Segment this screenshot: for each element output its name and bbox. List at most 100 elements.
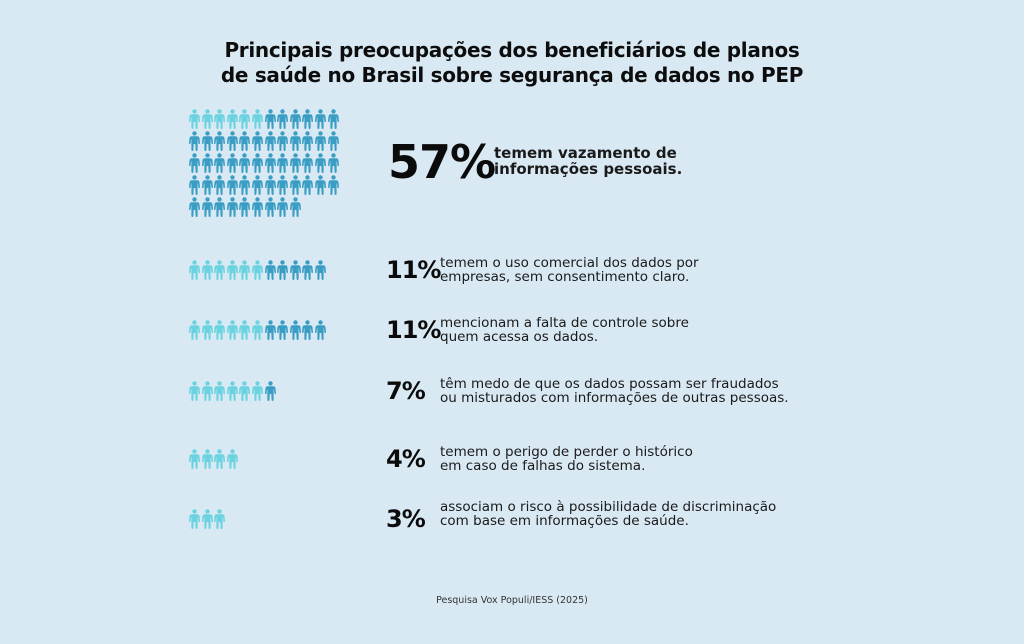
person-icon: [302, 131, 314, 151]
person-icon: [315, 320, 326, 340]
person-icon: [201, 381, 213, 401]
person-icon: [264, 153, 276, 173]
person-icon: [214, 153, 226, 173]
person-icon: [302, 153, 314, 173]
person-icon: [239, 320, 251, 340]
person-icon: [214, 131, 226, 151]
person-icon: [226, 153, 238, 173]
percent-label: 11%: [386, 316, 441, 344]
description-line: empresas, sem consentimento claro.: [440, 269, 690, 285]
person-icon: [239, 175, 251, 195]
person-icon: [214, 109, 226, 129]
person-icon: [201, 260, 213, 280]
person-icon: [189, 260, 200, 280]
person-icon: [289, 153, 301, 173]
person-icon: [214, 381, 226, 401]
percent-label: 57%: [388, 135, 496, 189]
person-icon: [201, 153, 213, 173]
person-icon: [239, 381, 251, 401]
person-icon: [289, 320, 301, 340]
person-icon: [252, 197, 263, 217]
person-icon: [214, 260, 226, 280]
person-icon: [201, 197, 213, 217]
person-icon: [327, 109, 339, 129]
person-icon: [277, 175, 289, 195]
person-icon: [226, 320, 238, 340]
person-icon: [201, 449, 213, 469]
person-icon: [264, 260, 276, 280]
description-line: associam o risco à possibilidade de disc…: [440, 499, 777, 515]
person-icon: [302, 175, 314, 195]
description-line: ou misturados com informações de outras …: [440, 390, 789, 406]
person-icon: [252, 381, 263, 401]
chart-title-line-1: Principais preocupações dos beneficiário…: [224, 38, 800, 62]
person-icon: [252, 260, 263, 280]
person-icon: [289, 260, 301, 280]
person-icon: [264, 320, 276, 340]
chart-title-line-2: de saúde no Brasil sobre segurança de da…: [220, 63, 804, 87]
person-icon: [252, 320, 263, 340]
person-icon: [289, 197, 301, 217]
source-note: Pesquisa Vox Populi/IESS (2025): [436, 595, 588, 606]
person-icon: [264, 381, 276, 401]
person-icon: [302, 320, 314, 340]
person-icon: [327, 175, 339, 195]
person-icon: [277, 153, 289, 173]
person-icon: [289, 131, 301, 151]
person-icon: [264, 175, 276, 195]
description-line: com base em informações de saúde.: [440, 513, 689, 529]
person-icon: [226, 109, 238, 129]
person-icon: [214, 320, 226, 340]
percent-label: 4%: [386, 445, 426, 473]
description-line: temem vazamento de: [494, 144, 677, 162]
description-line: informações pessoais.: [494, 160, 683, 178]
person-icon: [315, 175, 326, 195]
person-icon: [189, 197, 200, 217]
person-icon: [277, 260, 289, 280]
person-icon: [226, 381, 238, 401]
item-description: temem o uso comercial dos dados por empr…: [440, 256, 699, 284]
person-icon: [226, 197, 238, 217]
person-icon: [264, 109, 276, 129]
person-icon: [302, 109, 314, 129]
person-icon: [315, 260, 326, 280]
item-description: mencionam a falta de controle sobre quem…: [440, 316, 689, 344]
person-icon: [201, 109, 213, 129]
description-line: temem o uso comercial dos dados por: [440, 255, 699, 271]
person-icon: [214, 197, 226, 217]
person-icon: [264, 131, 276, 151]
person-icon: [201, 320, 213, 340]
percent-label: 11%: [386, 256, 441, 284]
person-icon: [214, 175, 226, 195]
person-icon: [189, 153, 200, 173]
percent-label: 3%: [386, 505, 426, 533]
person-icon: [239, 153, 251, 173]
person-icon: [214, 509, 226, 529]
description-line: em caso de falhas do sistema.: [440, 458, 646, 474]
person-icon: [239, 197, 251, 217]
person-icon: [239, 260, 251, 280]
person-icon: [189, 381, 200, 401]
person-icon: [189, 131, 200, 151]
person-icon: [226, 131, 238, 151]
person-icon: [226, 260, 238, 280]
person-icon: [201, 175, 213, 195]
person-icon: [252, 153, 263, 173]
person-icon: [189, 175, 200, 195]
item-description: temem vazamento de informações pessoais.: [494, 145, 682, 177]
person-icon: [315, 153, 326, 173]
person-icon: [214, 449, 226, 469]
person-icon: [189, 320, 200, 340]
person-icon: [252, 131, 263, 151]
person-icon: [315, 131, 326, 151]
description-line: temem o perigo de perder o histórico: [440, 444, 693, 460]
item-description: têm medo de que os dados possam ser frau…: [440, 377, 789, 405]
person-icon: [264, 197, 276, 217]
person-icon: [277, 131, 289, 151]
person-icon: [252, 175, 263, 195]
person-icon: [327, 153, 339, 173]
person-icon: [327, 131, 339, 151]
person-icon: [289, 109, 301, 129]
person-icon: [252, 109, 263, 129]
person-icon: [277, 197, 289, 217]
